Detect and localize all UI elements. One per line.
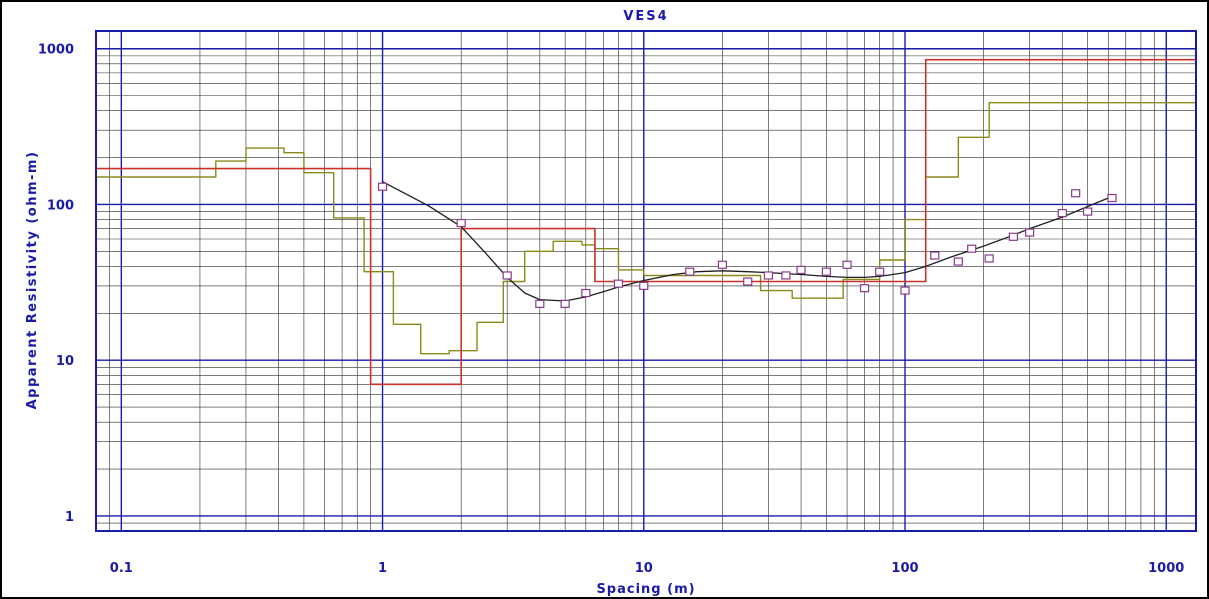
observed-point <box>1107 193 1117 203</box>
observed-point <box>859 284 870 293</box>
plot-frame <box>95 30 1197 532</box>
observed-point <box>743 277 753 286</box>
observed-point <box>502 271 512 280</box>
observed-point <box>613 279 624 288</box>
observed-point <box>900 286 910 295</box>
observed-point <box>1008 232 1019 241</box>
observed-point <box>1071 189 1081 198</box>
observed-point <box>953 257 963 266</box>
x-tick-label: 0.1 <box>110 561 133 576</box>
observed-point <box>967 244 977 253</box>
observed-markers <box>377 182 1117 308</box>
calculated-line <box>382 181 1109 302</box>
observed-point <box>763 271 774 280</box>
observed-point <box>875 267 885 276</box>
observed-point <box>639 281 649 290</box>
y-tick-label: 1 <box>65 510 74 525</box>
observed-point <box>535 299 545 308</box>
x-tick-label: 1000 <box>1148 561 1184 576</box>
equivalence-model-line <box>96 101 1196 355</box>
observed-point <box>717 260 728 269</box>
observed-point <box>930 251 940 260</box>
observed-point <box>685 267 695 276</box>
y-axis-label: Apparent Resistivity (ohm-m) <box>25 151 40 410</box>
y-tick-label: 100 <box>47 198 74 213</box>
observed-point <box>984 254 994 263</box>
observed-point <box>821 267 831 276</box>
observed-point <box>377 182 388 191</box>
observed-point <box>1025 228 1035 237</box>
observed-point <box>781 271 791 280</box>
x-axis-ticks: 0.1 1 10 100 1000 <box>110 561 1185 576</box>
observed-point <box>581 288 591 298</box>
observed-point <box>796 265 806 275</box>
x-axis-label: Spacing (m) <box>596 582 695 597</box>
observed-point <box>456 218 466 228</box>
layered-model-line <box>96 58 1196 386</box>
chart-title: VES4 <box>623 9 668 24</box>
y-tick-label: 1000 <box>38 43 74 58</box>
y-tick-label: 10 <box>56 354 74 369</box>
observed-point <box>1082 207 1093 216</box>
observed-point <box>1057 209 1067 218</box>
series-layer <box>96 58 1196 386</box>
x-tick-label: 1 <box>378 561 387 576</box>
observed-point <box>560 299 570 308</box>
x-tick-label: 100 <box>891 561 918 576</box>
x-tick-label: 10 <box>635 561 653 576</box>
observed-point <box>842 260 852 269</box>
y-axis-ticks: 1 10 100 1000 <box>38 43 74 525</box>
